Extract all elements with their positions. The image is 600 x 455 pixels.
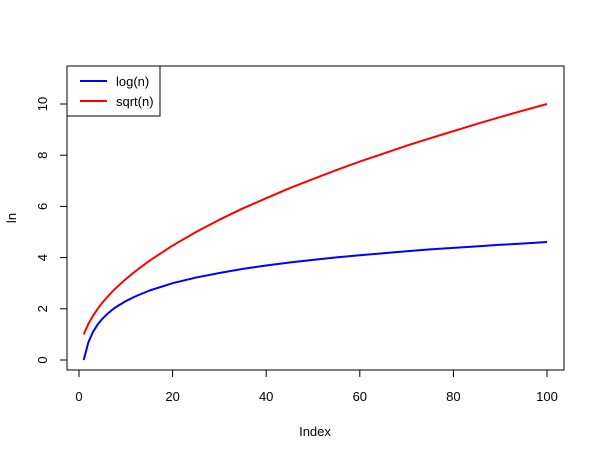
y-axis: 0 2 4 6 8 10 [35, 97, 68, 364]
y-tick-label: 8 [35, 152, 50, 159]
legend-label-sqrt: sqrt(n) [116, 94, 154, 109]
x-tick-label: 20 [165, 389, 179, 404]
y-tick-label: 4 [35, 254, 50, 261]
y-tick-label: 10 [35, 97, 50, 111]
x-tick-label: 40 [259, 389, 273, 404]
legend-box [66, 65, 161, 117]
legend-label-log: log(n) [116, 74, 149, 89]
y-tick-label: 2 [35, 305, 50, 312]
x-tick-label: 100 [536, 389, 558, 404]
y-axis-label: ln [4, 213, 19, 223]
x-axis: 0 20 40 60 80 100 [75, 369, 558, 404]
y-tick-label: 6 [35, 203, 50, 210]
x-tick-label: 80 [446, 389, 460, 404]
x-axis-label: Index [299, 424, 331, 439]
legend: log(n) sqrt(n) [66, 65, 161, 117]
series-line-sqrt [82, 103, 548, 335]
series-layer [82, 103, 548, 361]
x-tick-label: 60 [353, 389, 367, 404]
series-line-log [82, 240, 548, 361]
y-tick-label: 0 [35, 356, 50, 363]
x-tick-label: 0 [75, 389, 82, 404]
